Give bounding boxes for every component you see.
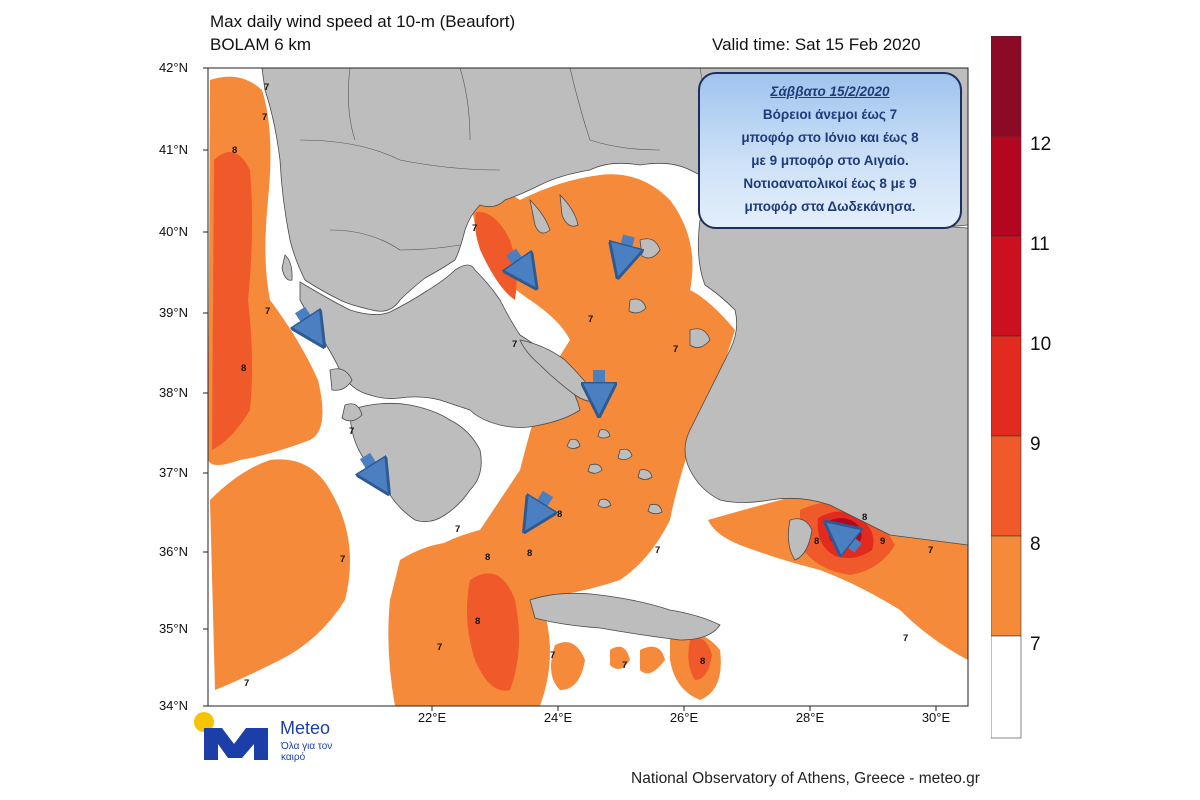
lon-label: 22°E [417,710,447,725]
bf-label: 7 [928,545,933,556]
logo-wordmark: Meteo [280,718,331,738]
bf-label: 7 [262,112,267,123]
legend-label: 8 [1030,534,1041,555]
bf-label: 7 [622,660,627,671]
bf-label: 8 [557,509,562,520]
bf-label: 7 [264,82,269,93]
wind-arrows [300,234,858,548]
legend-label: 11 [1030,234,1050,255]
map-title: Max daily wind speed at 10-m (Beaufort) [210,12,516,31]
wind-arrow [300,306,315,333]
bf-label: 8 [485,552,490,563]
wind-arrow [533,490,548,518]
bf-label: 7 [265,306,270,317]
callout-date: Σάββατο 15/2/2020 [770,84,890,99]
lat-label: 40°N [158,224,188,239]
axis-ticks [203,67,937,711]
wind-arrow [838,532,858,548]
bf-label: 8 [241,363,246,374]
legend-label: 10 [1030,334,1052,355]
bf-label: 7 [472,223,477,234]
wind-arrow [511,248,527,275]
bf-label: 8 [862,512,867,523]
meteo-logo-icon [194,712,268,760]
bf-label: 7 [244,678,249,689]
bf-label: 8 [700,656,705,667]
bf-label: 7 [340,554,345,565]
bf-label: 7 [512,339,517,350]
legend-label: 7 [1030,634,1041,655]
logo-tagline: Όλα για τον καιρό [281,741,333,763]
bf-label: 7 [903,633,908,644]
legend-label: 12 [1030,134,1052,155]
bf-label: 7 [588,314,593,325]
map-frame [207,67,969,707]
colorbar-band [991,36,1022,137]
lon-label: 26°E [669,710,699,725]
callout-line: μποφόρ στα Δωδεκάνησα. [744,199,916,214]
callout-line: με 9 μποφόρ στο Αιγαίο. [751,153,909,168]
bf-label: 7 [655,545,660,556]
colorbar-band [991,335,1022,437]
bf-labels: 7 7 8 7 8 7 7 7 7 7 7 7 7 7 8 8 8 8 7 7 … [232,82,933,689]
bf-label: 7 [437,642,442,653]
forecast-callout: Σάββατο 15/2/2020 Βόρειοι άνεμοι έως 7 μ… [698,72,962,229]
bf-label: 8 [814,536,819,547]
bf-label: 8 [475,616,480,627]
model-name: BOLAM 6 km [210,35,312,54]
wind-arrow [365,452,380,480]
callout-line: μποφόρ στο Ιόνιο και έως 8 [741,130,919,145]
bf-label: 8 [527,548,532,559]
bf-label: 7 [455,524,460,535]
colorbar-band [991,235,1022,337]
colorbar [991,36,1022,739]
colorbar-band [991,435,1022,537]
lat-label: 42°N [158,60,188,75]
lat-label: 37°N [158,465,188,480]
lat-label: 41°N [158,142,188,157]
lon-label: 28°E [795,710,825,725]
legend-label: 9 [1030,434,1041,455]
bf-label: 7 [550,650,555,661]
callout-line: Βόρειοι άνεμοι έως 7 [762,107,898,122]
colorbar-band [991,135,1022,237]
colorbar-band [991,535,1022,637]
bf-label: 7 [349,426,354,437]
bf-label: 9 [880,536,885,547]
bf-label: 7 [673,344,678,355]
lat-label: 36°N [158,544,188,559]
callout-line: Νοτιοανατολικοί έως 8 με 9 [743,176,917,191]
lon-label: 24°E [543,710,573,725]
wind-arrow [622,234,629,262]
credit-line: National Observatory of Athens, Greece -… [631,770,980,787]
lat-label: 38°N [158,385,188,400]
valid-time: Valid time: Sat 15 Feb 2020 [712,35,921,54]
lat-label: 35°N [158,621,188,636]
lon-label: 30°E [921,710,951,725]
lat-label: 34°N [158,698,188,713]
lat-label: 39°N [158,305,188,320]
colorbar-band [991,635,1022,739]
bf-label: 8 [232,145,237,156]
